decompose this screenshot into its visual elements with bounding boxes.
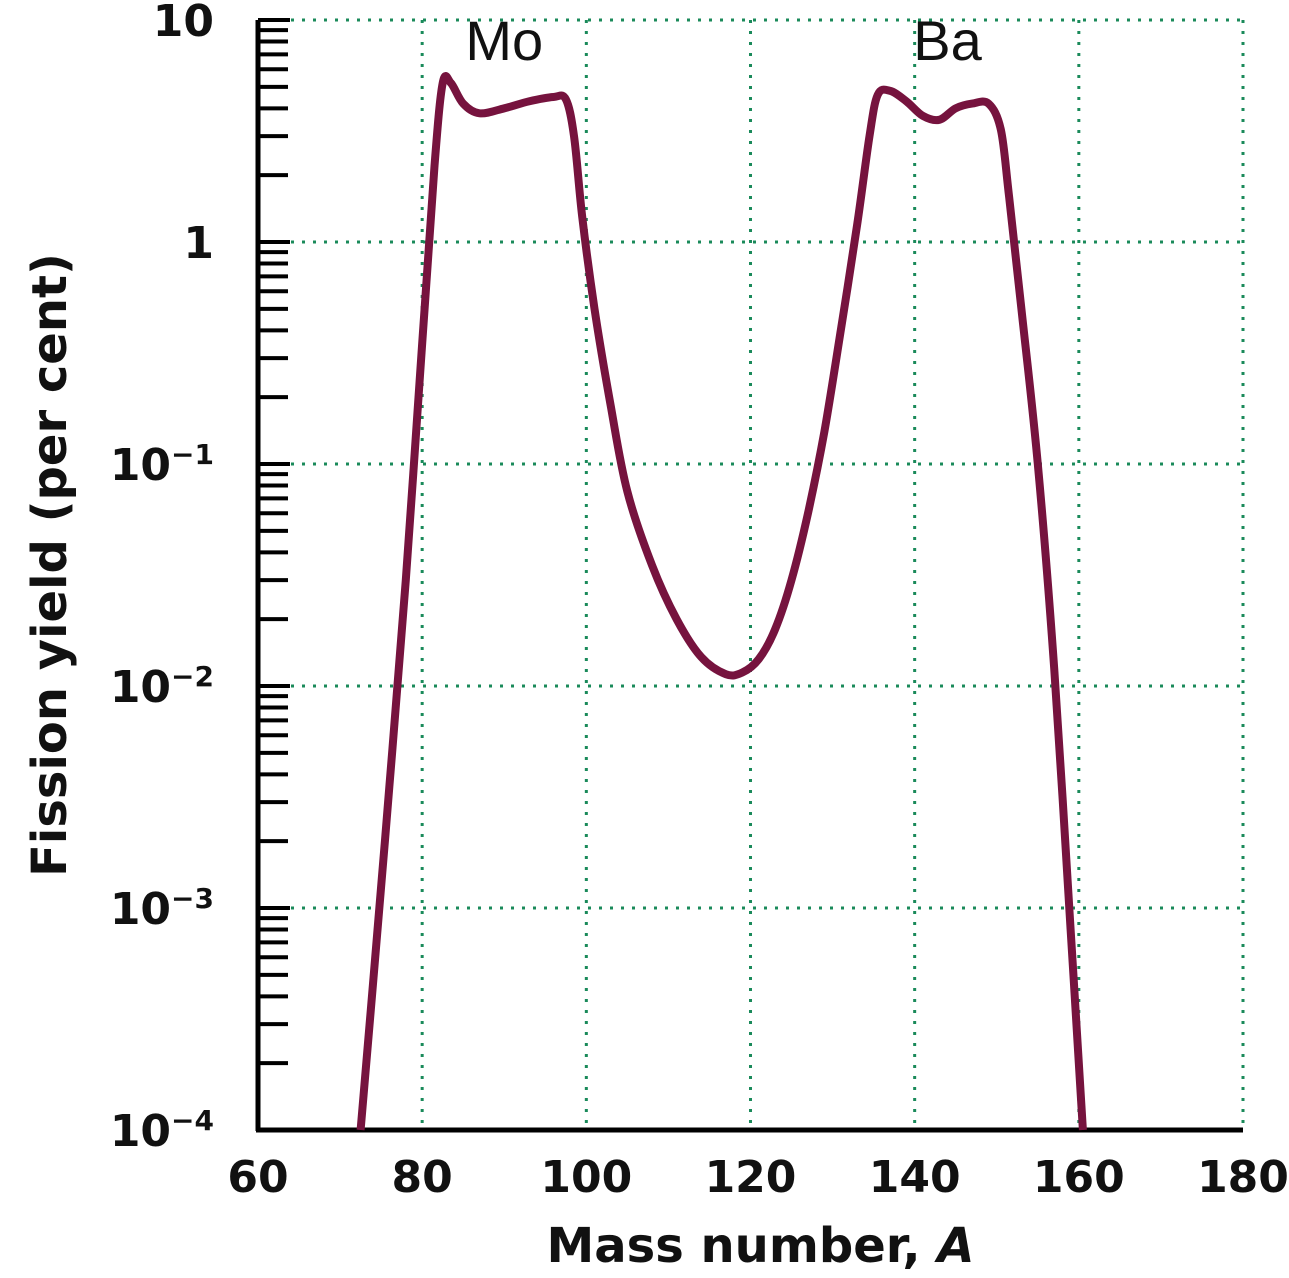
grid-layer bbox=[258, 18, 1245, 1130]
y-tick-label: 1 bbox=[183, 218, 214, 269]
y-tick-label: 10−4 bbox=[110, 1104, 214, 1157]
x-tick-label: 80 bbox=[392, 1152, 453, 1203]
x-tick-label: 140 bbox=[869, 1152, 961, 1203]
y-tick-label: 10 bbox=[153, 0, 214, 47]
series-layer bbox=[356, 72, 1087, 1131]
y-tick-label: 10−1 bbox=[110, 438, 214, 491]
x-tick-label: 60 bbox=[227, 1152, 288, 1203]
peak-label: Ba bbox=[913, 9, 982, 72]
labels-layer: 60 80 100 120 140 160 180 10 1 10−1 10−2 10−3 10−4 Ma… bbox=[22, 0, 1289, 1274]
y-tick-label: 10−2 bbox=[110, 660, 214, 713]
series-line-fission-yield bbox=[356, 72, 1087, 1131]
x-axis-title: Mass number, A bbox=[547, 1218, 975, 1274]
x-tick-label: 180 bbox=[1197, 1152, 1289, 1203]
x-tick-label: 160 bbox=[1033, 1152, 1125, 1203]
ticks-layer bbox=[258, 18, 290, 1132]
axes-layer bbox=[255, 20, 1243, 1133]
x-tick-label: 100 bbox=[540, 1152, 632, 1203]
x-tick-label: 120 bbox=[705, 1152, 797, 1203]
y-tick-label: 10−3 bbox=[110, 882, 214, 935]
peak-label: Mo bbox=[465, 9, 543, 72]
y-axis-title: Fission yield (per cent) bbox=[22, 253, 78, 877]
